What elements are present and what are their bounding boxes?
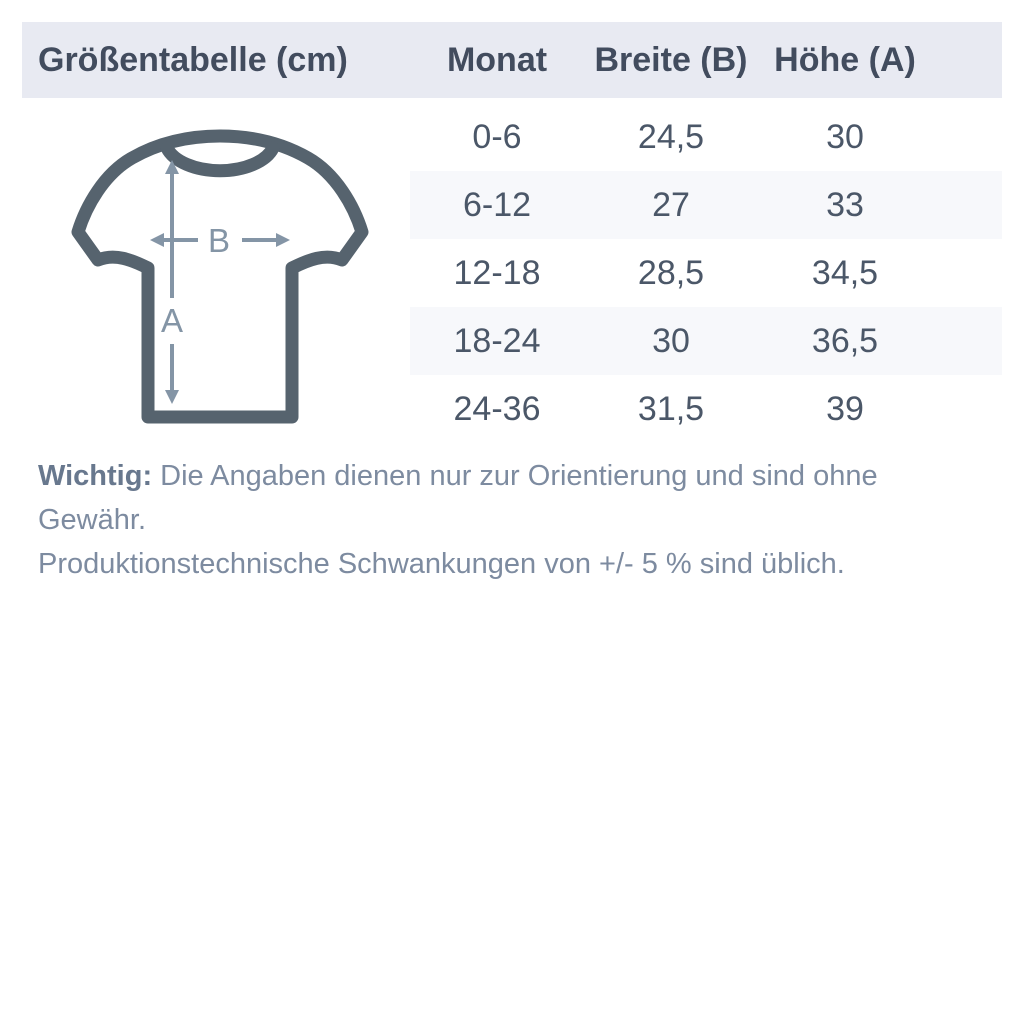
table-header: Größentabelle (cm) Monat Breite (B) Höhe… [22,22,1002,98]
width-label: B [208,222,230,259]
cell-monat: 0-6 [472,117,522,156]
cell-breite: 28,5 [637,253,705,292]
column-header-hoehe: Höhe (A) [774,40,916,79]
cell-hoehe: 30 [826,117,864,156]
disclaimer-label: Wichtig: [38,460,153,492]
height-arrow [165,160,179,404]
disclaimer-line1: Die Angaben dienen nur zur Orientierung … [38,460,878,536]
tshirt-collar [160,141,280,178]
tshirt-diagram: A B [71,129,369,424]
page-title: Größentabelle (cm) [38,40,348,79]
cell-hoehe: 39 [826,389,864,428]
cell-hoehe: 33 [826,185,864,224]
column-header-breite: Breite (B) [594,40,748,79]
cell-breite: 27 [652,185,690,224]
cell-breite: 30 [652,321,690,360]
column-header-monat: Monat [446,40,548,79]
size-table-body: 0-6 24,5 30 6-12 27 33 12-18 28,5 34,5 18-24 30 36,… [410,103,1002,443]
cell-monat: 18-24 [453,321,541,360]
width-arrow [150,233,290,247]
table-row: 18-24 30 36,5 [410,307,1002,375]
table-row: 12-18 28,5 34,5 [410,239,1002,307]
cell-hoehe: 36,5 [811,321,879,360]
table-row: 6-12 27 33 [410,171,1002,239]
cell-breite: 24,5 [637,117,705,156]
cell-breite: 31,5 [637,389,705,428]
cell-hoehe: 34,5 [811,253,879,292]
cell-monat: 24-36 [453,389,541,428]
table-row: 0-6 24,5 30 [410,103,1002,171]
disclaimer-line2: Produktionstechnische Schwankungen von +… [38,548,845,580]
table-row: 24-36 31,5 39 [410,375,1002,443]
tshirt-outline-shape [71,129,369,424]
height-label: A [161,302,183,339]
cell-monat: 6-12 [462,185,532,224]
cell-monat: 12-18 [453,253,541,292]
disclaimer-note: Wichtig: Die Angaben dienen nur zur Orie… [38,454,988,586]
